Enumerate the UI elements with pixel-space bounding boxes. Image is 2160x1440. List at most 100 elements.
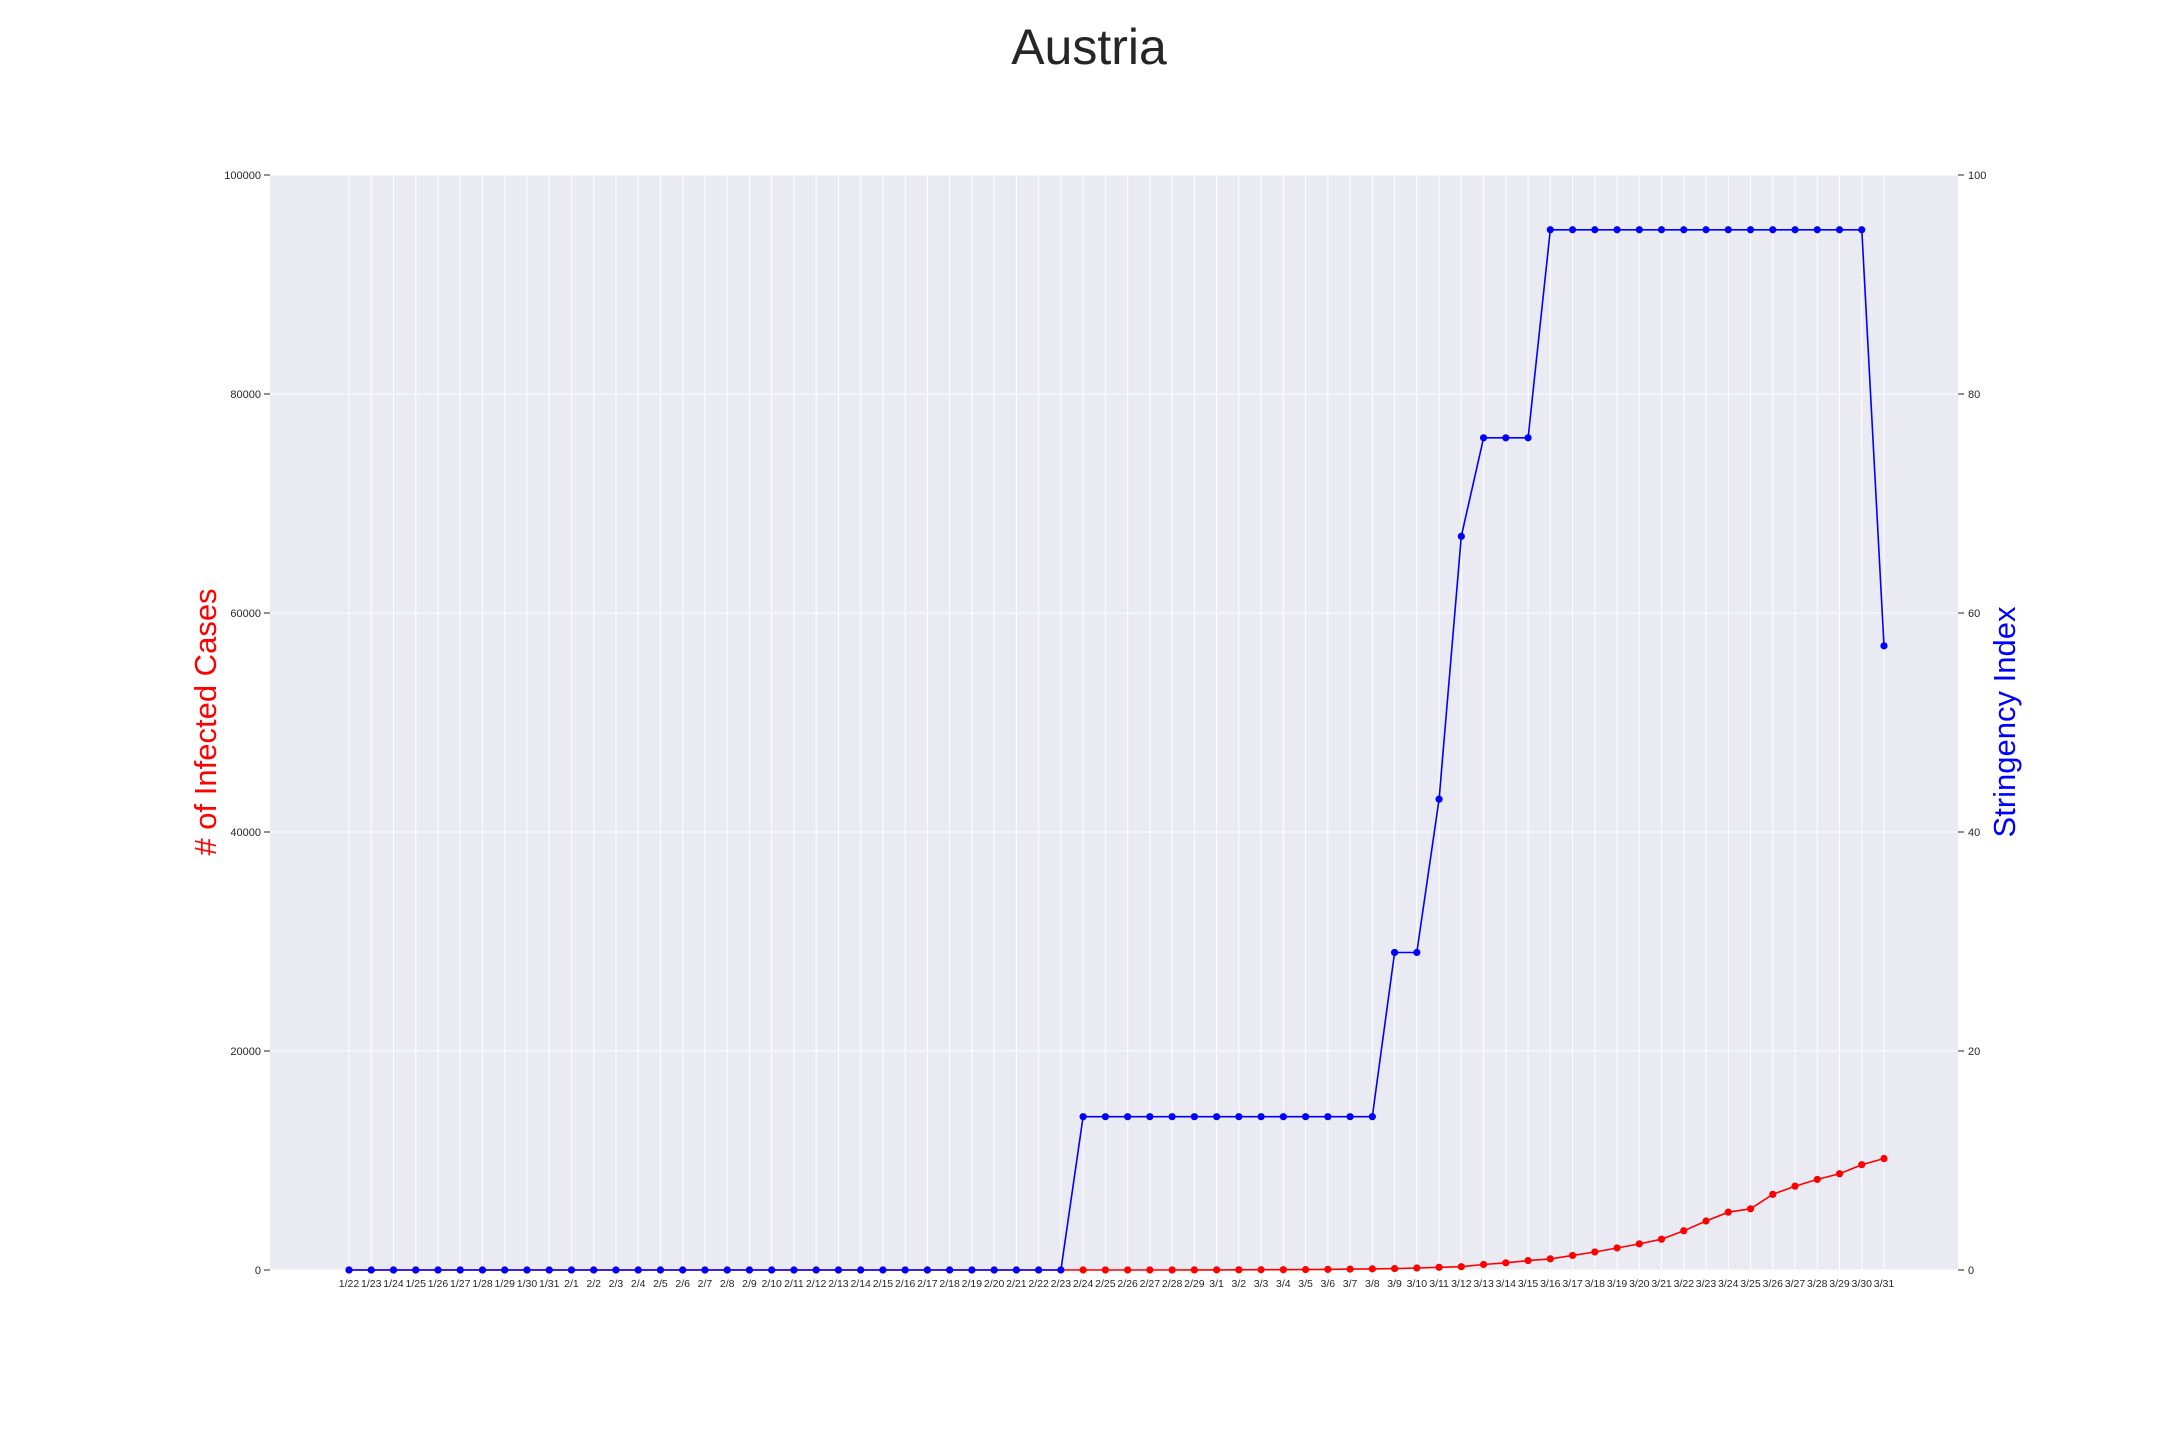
stringency-point xyxy=(1146,1113,1154,1121)
left-axis-ticks: 0 20000 40000 60000 80000 100000 xyxy=(224,170,270,1277)
stringency-point xyxy=(389,1266,398,1274)
stringency-point xyxy=(1324,1113,1332,1121)
stringency-point xyxy=(946,1266,954,1274)
stringency-point xyxy=(1190,1113,1198,1121)
cases-point xyxy=(1235,1266,1243,1274)
stringency-point xyxy=(456,1266,464,1274)
stringency-point xyxy=(1635,226,1643,234)
x-tick-label: 3/7 xyxy=(1343,1278,1358,1290)
right-tick-label: 40 xyxy=(1968,827,1980,839)
stringency-point xyxy=(1813,226,1821,234)
left-tick-label: 100000 xyxy=(224,170,261,182)
stringency-point xyxy=(1368,1113,1376,1121)
gridlines xyxy=(270,174,1958,1271)
stringency-point xyxy=(1079,1113,1087,1121)
cases-point xyxy=(1502,1259,1510,1267)
stringency-point xyxy=(745,1266,754,1274)
x-tick-label: 3/30 xyxy=(1852,1278,1873,1290)
x-tick-label: 2/5 xyxy=(653,1278,668,1290)
x-tick-label: 1/29 xyxy=(495,1278,516,1290)
cases-point xyxy=(1613,1244,1621,1252)
right-tick-label: 0 xyxy=(1968,1265,1974,1277)
x-tick-label: 3/25 xyxy=(1740,1278,1761,1290)
right-axis-label: Stringency Index xyxy=(1987,606,2022,837)
right-axis-ticks: 0 20 40 60 80 100 xyxy=(1958,170,1986,1277)
stringency-point xyxy=(1035,1266,1043,1274)
x-tick-label: 2/27 xyxy=(1140,1278,1161,1290)
cases-point xyxy=(1413,1264,1421,1272)
cases-point xyxy=(1657,1235,1666,1243)
x-tick-label: 3/10 xyxy=(1407,1278,1428,1290)
stringency-point xyxy=(1502,434,1510,442)
cases-point xyxy=(1479,1260,1488,1269)
cases-point xyxy=(1124,1266,1132,1274)
left-tick-label: 40000 xyxy=(230,827,261,839)
x-tick-label: 3/20 xyxy=(1629,1278,1650,1290)
x-tick-label: 2/21 xyxy=(1006,1278,1027,1290)
x-tick-label: 3/14 xyxy=(1496,1278,1517,1290)
cases-point xyxy=(1368,1265,1376,1273)
x-tick-label: 3/6 xyxy=(1321,1278,1336,1290)
stringency-point xyxy=(612,1266,620,1274)
x-tick-label: 1/28 xyxy=(472,1278,493,1290)
x-tick-label: 2/15 xyxy=(873,1278,894,1290)
stringency-point xyxy=(1746,226,1755,234)
stringency-point xyxy=(501,1266,509,1274)
stringency-point xyxy=(1791,226,1799,234)
stringency-point xyxy=(1835,226,1844,234)
x-tick-label: 3/12 xyxy=(1451,1278,1472,1290)
x-tick-label: 3/2 xyxy=(1232,1278,1247,1290)
stringency-point xyxy=(901,1266,909,1274)
x-tick-label: 2/8 xyxy=(720,1278,735,1290)
stringency-point xyxy=(1235,1113,1243,1121)
stringency-point xyxy=(1012,1266,1020,1274)
cases-point xyxy=(1546,1255,1554,1263)
cases-point xyxy=(1324,1265,1332,1273)
stringency-point xyxy=(1057,1266,1065,1274)
cases-point xyxy=(1435,1263,1443,1271)
x-tick-label: 2/26 xyxy=(1117,1278,1138,1290)
stringency-point xyxy=(1457,532,1465,540)
x-tick-label: 1/22 xyxy=(339,1278,360,1290)
stringency-point xyxy=(1346,1113,1354,1121)
cases-point xyxy=(1813,1175,1821,1184)
x-tick-label: 3/3 xyxy=(1254,1278,1269,1290)
x-tick-label: 2/6 xyxy=(675,1278,690,1290)
stringency-point xyxy=(1101,1113,1109,1121)
cases-point xyxy=(1101,1266,1109,1274)
x-tick-label: 3/17 xyxy=(1562,1278,1583,1290)
series-layer xyxy=(345,226,1888,1274)
stringency-point xyxy=(879,1266,887,1274)
cases-point xyxy=(1724,1208,1732,1216)
stringency-point xyxy=(1413,948,1421,957)
stringency-point xyxy=(1390,948,1399,957)
cases-point xyxy=(1835,1170,1844,1178)
x-tick-label: 2/13 xyxy=(828,1278,849,1290)
x-tick-label: 2/24 xyxy=(1073,1278,1094,1290)
stringency-point xyxy=(1479,434,1488,442)
right-tick-label: 20 xyxy=(1968,1046,1980,1058)
stringency-line xyxy=(349,229,1885,1271)
stringency-point xyxy=(1613,226,1621,234)
x-tick-label: 3/28 xyxy=(1807,1278,1828,1290)
x-tick-label: 2/9 xyxy=(742,1278,757,1290)
stringency-point xyxy=(1724,226,1732,234)
stringency-point xyxy=(1257,1113,1265,1121)
stringency-point xyxy=(1213,1113,1221,1121)
cases-point xyxy=(1257,1266,1265,1274)
left-tick-label: 0 xyxy=(255,1265,261,1277)
cases-point xyxy=(1390,1264,1399,1273)
cases-point xyxy=(1702,1217,1710,1225)
stringency-point xyxy=(1680,226,1688,234)
cases-point xyxy=(1213,1266,1221,1274)
x-tick-label: 2/3 xyxy=(609,1278,624,1290)
stringency-point xyxy=(545,1266,553,1274)
cases-point xyxy=(1858,1161,1866,1169)
stringency-point xyxy=(1657,226,1666,234)
left-axis-label: # of Infected Cases xyxy=(188,588,223,855)
stringency-point xyxy=(478,1266,487,1274)
stringency-point xyxy=(1591,226,1599,234)
cases-point xyxy=(1279,1266,1287,1274)
stringency-point xyxy=(1568,226,1577,234)
stringency-point xyxy=(634,1266,642,1274)
